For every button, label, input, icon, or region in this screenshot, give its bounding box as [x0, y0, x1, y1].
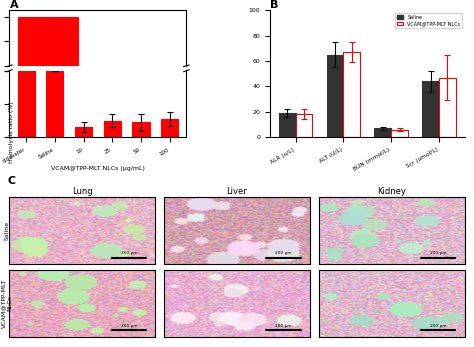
- Bar: [343, 52, 360, 137]
- Legend: Saline, VCAM@TPP-MLT NLCs: Saline, VCAM@TPP-MLT NLCs: [395, 13, 462, 28]
- Title: Lung: Lung: [72, 187, 93, 196]
- Text: 200 μm: 200 μm: [275, 251, 292, 255]
- Text: 200 μm: 200 μm: [275, 324, 292, 328]
- Text: C: C: [7, 176, 15, 186]
- Bar: [391, 129, 408, 137]
- Bar: [422, 82, 439, 137]
- Text: 200 μm: 200 μm: [430, 324, 447, 328]
- Text: Hemolysis ratio (%): Hemolysis ratio (%): [9, 101, 14, 163]
- Bar: [75, 127, 92, 137]
- Y-axis label: VCAM@TPP-MLT
NLCs: VCAM@TPP-MLT NLCs: [1, 278, 12, 328]
- Text: 200 μm: 200 μm: [121, 324, 137, 328]
- Bar: [46, 71, 64, 137]
- Text: A: A: [9, 0, 18, 10]
- Y-axis label: Saline: Saline: [4, 221, 9, 240]
- Text: 200 μm: 200 μm: [121, 251, 137, 255]
- Text: 200 μm: 200 μm: [430, 251, 447, 255]
- Bar: [132, 122, 150, 137]
- Bar: [295, 115, 312, 137]
- X-axis label: VCAM@TPP-MLT NLCs (μg/mL): VCAM@TPP-MLT NLCs (μg/mL): [51, 166, 145, 171]
- Bar: [279, 113, 295, 137]
- Bar: [161, 119, 178, 137]
- Bar: [18, 17, 78, 140]
- Bar: [439, 78, 456, 137]
- Bar: [104, 120, 121, 137]
- Bar: [374, 128, 391, 137]
- Bar: [18, 71, 35, 137]
- Bar: [327, 55, 343, 137]
- Title: Kidney: Kidney: [377, 187, 406, 196]
- Title: Liver: Liver: [227, 187, 247, 196]
- Text: B: B: [270, 0, 278, 10]
